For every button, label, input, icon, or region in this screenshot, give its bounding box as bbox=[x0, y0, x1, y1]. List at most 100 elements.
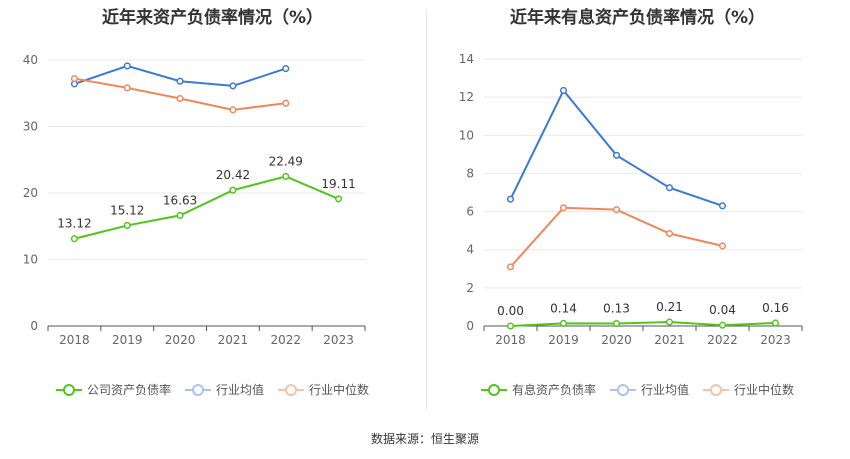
legend: 有息资产负债率 行业均值 行业中位数 bbox=[425, 381, 850, 398]
y-tick-label: 40 bbox=[23, 53, 38, 67]
legend-line-icon bbox=[55, 383, 82, 396]
data-point bbox=[665, 184, 674, 192]
legend-line-icon bbox=[703, 383, 729, 396]
data-label: 0.00 bbox=[497, 304, 524, 318]
data-point bbox=[665, 229, 674, 238]
data-point bbox=[718, 242, 727, 250]
x-tick-label: 2022 bbox=[270, 333, 301, 347]
data-point bbox=[123, 221, 131, 229]
data-point bbox=[176, 211, 184, 219]
legend-item-industry-mean[interactable]: 行业均值 bbox=[184, 381, 264, 398]
data-point bbox=[665, 318, 674, 326]
data-source: 数据来源：恒生聚源 bbox=[370, 432, 479, 446]
data-label: 16.63 bbox=[163, 193, 197, 207]
data-point bbox=[506, 195, 515, 203]
y-tick-label: 2 bbox=[466, 281, 474, 295]
data-point bbox=[335, 195, 343, 203]
data-point bbox=[718, 321, 727, 329]
y-tick-label: 8 bbox=[466, 166, 474, 180]
data-point bbox=[123, 62, 131, 70]
data-point bbox=[718, 202, 727, 210]
legend-item-industry-median[interactable]: 行业中位数 bbox=[278, 381, 369, 398]
y-tick-label: 12 bbox=[459, 90, 474, 104]
data-point bbox=[559, 86, 568, 95]
data-label: 0.14 bbox=[550, 301, 577, 315]
data-point bbox=[612, 319, 621, 328]
legend-label: 行业中位数 bbox=[309, 383, 370, 397]
data-point bbox=[176, 77, 184, 85]
x-tick-label: 2021 bbox=[654, 333, 685, 347]
line-chart-interest-debt-ratio: 0 2 4 6 8 10 12 14 2018 2019 2020 2021 2022 2023 0.00 0… bbox=[459, 52, 803, 347]
legend-label: 行业中位数 bbox=[734, 383, 795, 397]
data-point bbox=[771, 319, 780, 327]
data-point bbox=[612, 206, 621, 214]
data-point bbox=[70, 235, 78, 243]
data-point bbox=[506, 322, 515, 330]
legend-label: 有息资产负债率 bbox=[511, 383, 596, 397]
data-label: 20.42 bbox=[216, 168, 250, 182]
data-point bbox=[282, 99, 290, 107]
x-tick-label: 2019 bbox=[548, 333, 579, 347]
legend-item-company[interactable]: 公司资产负债率 bbox=[55, 381, 171, 398]
legend-label: 行业均值 bbox=[215, 383, 264, 397]
legend-label: 行业均值 bbox=[640, 383, 689, 397]
data-label: 0.04 bbox=[709, 303, 736, 317]
x-tick-label: 2020 bbox=[165, 333, 196, 347]
y-tick-label: 20 bbox=[23, 186, 38, 200]
data-point bbox=[176, 94, 184, 103]
y-tick-label: 14 bbox=[459, 52, 474, 66]
data-point bbox=[612, 151, 621, 159]
y-tick-label: 30 bbox=[23, 119, 38, 133]
y-tick-label: 10 bbox=[459, 128, 474, 142]
series-line bbox=[510, 320, 776, 327]
data-label: 0.13 bbox=[603, 302, 630, 316]
x-tick-label: 2021 bbox=[218, 333, 249, 347]
data-point bbox=[229, 106, 237, 114]
line-chart-debt-ratio: 0 10 20 30 40 2018 2019 2020 2021 2022 2023 13.12 15… bbox=[23, 53, 366, 347]
data-label: 15.12 bbox=[110, 203, 144, 217]
data-point bbox=[559, 319, 568, 327]
chart-panel-debt-ratio: 近年来资产负债率情况（%） 0 10 20 30 40 2018 2019 2020 2021 2… bbox=[0, 0, 425, 420]
legend-item-company[interactable]: 有息资产负债率 bbox=[480, 381, 596, 398]
data-point bbox=[123, 84, 131, 92]
x-tick-label: 2018 bbox=[495, 333, 526, 347]
x-tick-label: 2023 bbox=[323, 333, 354, 347]
data-point bbox=[229, 186, 237, 194]
legend-line-icon bbox=[184, 383, 211, 396]
data-label: 22.49 bbox=[269, 154, 303, 168]
legend-item-industry-mean[interactable]: 行业均值 bbox=[609, 381, 689, 398]
series-line bbox=[509, 88, 723, 207]
y-tick-label: 10 bbox=[23, 252, 38, 266]
y-tick-label: 4 bbox=[466, 243, 474, 257]
data-label: 0.21 bbox=[656, 300, 683, 314]
x-tick-label: 2020 bbox=[601, 333, 632, 347]
chart-panel-interest-debt-ratio: 近年来有息资产负债率情况（%） 0 2 4 6 8 10 12 14 2018 2019 2020 2… bbox=[425, 0, 850, 420]
data-point bbox=[229, 82, 237, 90]
legend-line-icon bbox=[480, 383, 507, 396]
data-point bbox=[506, 263, 515, 271]
legend-line-icon bbox=[278, 383, 304, 396]
legend-label: 公司资产负债率 bbox=[86, 383, 171, 397]
x-tick-label: 2022 bbox=[707, 333, 738, 347]
data-point bbox=[70, 75, 78, 83]
data-point bbox=[282, 172, 290, 180]
data-point bbox=[282, 65, 290, 73]
x-tick-label: 2019 bbox=[112, 333, 143, 347]
x-tick-label: 2023 bbox=[760, 333, 791, 347]
y-tick-label: 6 bbox=[466, 205, 474, 219]
panel-divider bbox=[426, 10, 427, 410]
data-point bbox=[559, 204, 568, 212]
legend: 公司资产负债率 行业均值 行业中位数 bbox=[0, 381, 425, 398]
x-tick-label: 2018 bbox=[59, 333, 90, 347]
data-label: 13.12 bbox=[57, 217, 91, 231]
legend-item-industry-median[interactable]: 行业中位数 bbox=[703, 381, 794, 398]
chart-title: 近年来有息资产负债率情况（%） bbox=[509, 8, 766, 28]
legend-line-icon bbox=[609, 383, 636, 396]
data-label: 19.11 bbox=[321, 177, 355, 191]
y-tick-label: 0 bbox=[466, 319, 474, 333]
data-label: 0.16 bbox=[762, 301, 789, 315]
series-line bbox=[509, 206, 723, 268]
series-line bbox=[74, 175, 339, 240]
chart-title: 近年来资产负债率情况（%） bbox=[101, 8, 324, 28]
y-tick-label: 0 bbox=[30, 319, 38, 333]
